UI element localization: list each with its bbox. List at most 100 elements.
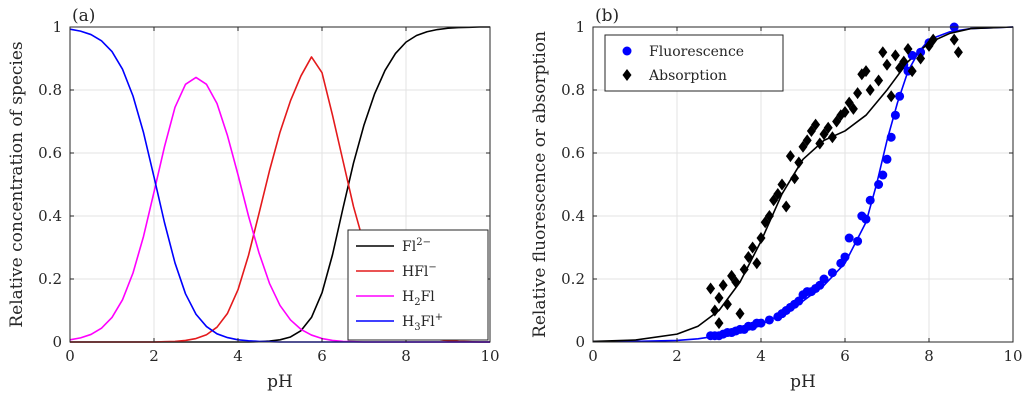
- data-point-Absorption: [815, 137, 825, 150]
- data-point-Absorption: [739, 263, 749, 276]
- legend: Fluorescence Absorption: [604, 34, 784, 92]
- data-point-Absorption: [907, 65, 917, 78]
- y-tick-label: 0.4: [561, 207, 585, 225]
- y-axis-label: Relative concentration of species: [7, 41, 27, 327]
- data-point-Fluorescence: [819, 274, 829, 284]
- data-point-Absorption: [731, 276, 741, 289]
- data-point-Fluorescence: [878, 170, 888, 180]
- data-point-Absorption: [777, 178, 787, 191]
- x-axis-label: pH: [790, 372, 816, 392]
- panel-a: 0 2 4 6 8 10 0 0.2 0.4 0.6 0.8 1 pH Relative concentr…: [7, 6, 500, 392]
- legend-entry: Fluorescence: [649, 44, 744, 60]
- data-point-Absorption: [882, 58, 892, 71]
- data-point-Absorption: [710, 304, 720, 317]
- data-point-Absorption: [890, 49, 900, 62]
- x-tick-label: 10: [1003, 347, 1022, 365]
- data-point-Absorption: [785, 150, 795, 163]
- data-point-Absorption: [916, 52, 926, 65]
- legend: Fl2− HFl− H2Fl H3Fl+: [347, 229, 489, 341]
- data-point-Absorption: [752, 257, 762, 270]
- data-point-Fluorescence: [895, 91, 905, 101]
- legend-entry: Fl2−: [402, 237, 431, 255]
- data-point-Absorption: [903, 43, 913, 56]
- y-tick-label: 0: [52, 333, 62, 351]
- x-tick-label: 4: [756, 347, 766, 365]
- data-point-Absorption: [756, 232, 766, 245]
- x-tick-label: 4: [233, 347, 243, 365]
- legend-box: [604, 34, 784, 92]
- y-tick-label: 0.8: [561, 81, 585, 99]
- data-point-Absorption: [706, 282, 716, 295]
- data-point-Absorption: [827, 131, 837, 144]
- data-point-Absorption: [743, 250, 753, 263]
- data-point-Fluorescence: [764, 315, 774, 325]
- data-point-Fluorescence: [844, 233, 854, 243]
- plot-frame: [69, 26, 491, 343]
- data-point-Absorption: [735, 307, 745, 320]
- x-tick-label: 6: [840, 347, 850, 365]
- legend-marker: [622, 46, 632, 56]
- legend-marker: [622, 69, 632, 81]
- data-point-Fluorescence: [840, 252, 850, 262]
- data-point-Fluorescence: [890, 110, 900, 120]
- data-point-Absorption: [773, 187, 783, 200]
- data-point-Absorption: [878, 46, 888, 59]
- x-tick-label: 2: [672, 347, 682, 365]
- data-point-Fluorescence: [882, 154, 892, 164]
- legend-entry: HFl−: [402, 262, 437, 280]
- data-point-Absorption: [874, 74, 884, 87]
- plot-frame: [592, 26, 1014, 343]
- data-point-Absorption: [764, 210, 774, 222]
- data-point-Fluorescence: [874, 180, 884, 189]
- data-point-Absorption: [861, 65, 871, 78]
- y-tick-label: 1: [575, 18, 585, 36]
- legend-entry: H3Fl+: [402, 312, 443, 333]
- x-tick-label: 8: [401, 347, 411, 365]
- data-point-Absorption: [722, 298, 732, 311]
- legend-entry: H2Fl: [402, 289, 435, 308]
- panel-b: 0 2 4 6 8 10 0 0.2 0.4 0.6 0.8 1 pH Relative fluoresc…: [530, 6, 1023, 392]
- x-tick-label: 2: [149, 347, 159, 365]
- data-point-Absorption: [865, 84, 875, 96]
- data-point-Absorption: [953, 46, 963, 59]
- y-tick-label: 0.4: [38, 207, 62, 225]
- y-tick-label: 0: [575, 333, 585, 351]
- data-point-Absorption: [802, 134, 812, 147]
- x-tick-label: 0: [588, 347, 598, 365]
- data-point-Absorption: [781, 200, 791, 213]
- data-point-Absorption: [840, 106, 850, 119]
- data-point-Absorption: [886, 90, 896, 103]
- data-point-Absorption: [899, 55, 909, 68]
- panel-label: (b): [595, 6, 619, 26]
- x-axis-label: pH: [267, 372, 293, 392]
- y-axis-label: Relative fluorescence or absorption: [530, 31, 550, 338]
- data-point-Absorption: [794, 156, 804, 169]
- data-point-Fluorescence: [865, 195, 875, 205]
- data-point-Fluorescence: [756, 318, 766, 328]
- data-point-Fluorescence: [861, 214, 871, 224]
- data-point-Fluorescence: [907, 50, 917, 60]
- panel-label: (a): [72, 6, 95, 26]
- x-tick-label: 10: [480, 347, 499, 365]
- data-point-Fluorescence: [886, 132, 896, 142]
- data-point-Absorption: [853, 87, 863, 100]
- y-tick-label: 0.6: [38, 144, 62, 162]
- data-point-Absorption: [823, 121, 833, 134]
- data-point-Absorption: [718, 279, 728, 292]
- y-tick-label: 0.6: [561, 144, 585, 162]
- data-point-Fluorescence: [853, 236, 863, 246]
- y-tick-label: 0.2: [38, 270, 62, 288]
- data-point-Fluorescence: [827, 268, 837, 278]
- x-tick-label: 6: [317, 347, 327, 365]
- data-point-Absorption: [714, 291, 724, 304]
- data-point-Absorption: [895, 61, 905, 74]
- y-tick-label: 0.2: [561, 270, 585, 288]
- data-point-Absorption: [714, 317, 724, 330]
- data-point-Absorption: [811, 118, 821, 131]
- y-tick-label: 0.8: [38, 81, 62, 99]
- legend-entry: Absorption: [648, 68, 727, 84]
- data-point-Absorption: [748, 241, 758, 254]
- data-point-Fluorescence: [916, 47, 926, 57]
- data-point-Absorption: [790, 172, 800, 185]
